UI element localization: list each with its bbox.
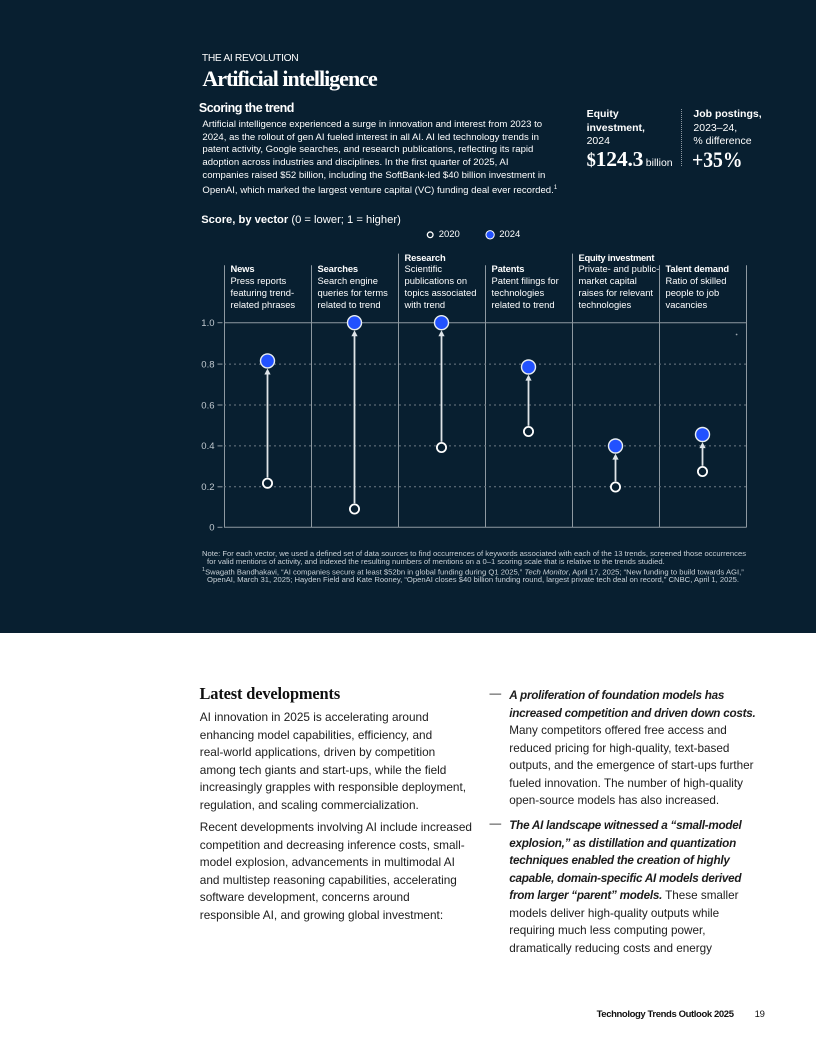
svg-text:0.8: 0.8 [201,359,214,370]
svg-text:0: 0 [209,523,214,534]
svg-text:1.0: 1.0 [201,318,214,329]
svg-text:0.6: 0.6 [201,400,214,411]
svg-text:0.4: 0.4 [201,441,214,452]
svg-text:0.2: 0.2 [201,482,214,493]
